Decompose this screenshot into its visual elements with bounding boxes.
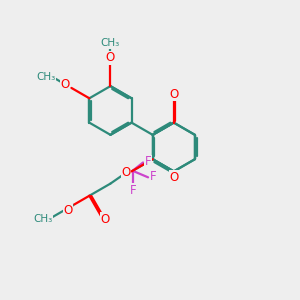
- Text: O: O: [106, 52, 115, 64]
- Text: O: O: [60, 78, 70, 91]
- Text: O: O: [100, 213, 110, 226]
- Text: F: F: [145, 155, 152, 168]
- Text: CH₃: CH₃: [101, 38, 120, 48]
- Text: O: O: [63, 204, 72, 217]
- Text: F: F: [130, 184, 136, 196]
- Text: O: O: [121, 166, 130, 178]
- Text: CH₃: CH₃: [37, 72, 56, 82]
- Text: F: F: [150, 170, 157, 183]
- Text: O: O: [169, 171, 178, 184]
- Text: O: O: [169, 88, 178, 101]
- Text: CH₃: CH₃: [33, 214, 52, 224]
